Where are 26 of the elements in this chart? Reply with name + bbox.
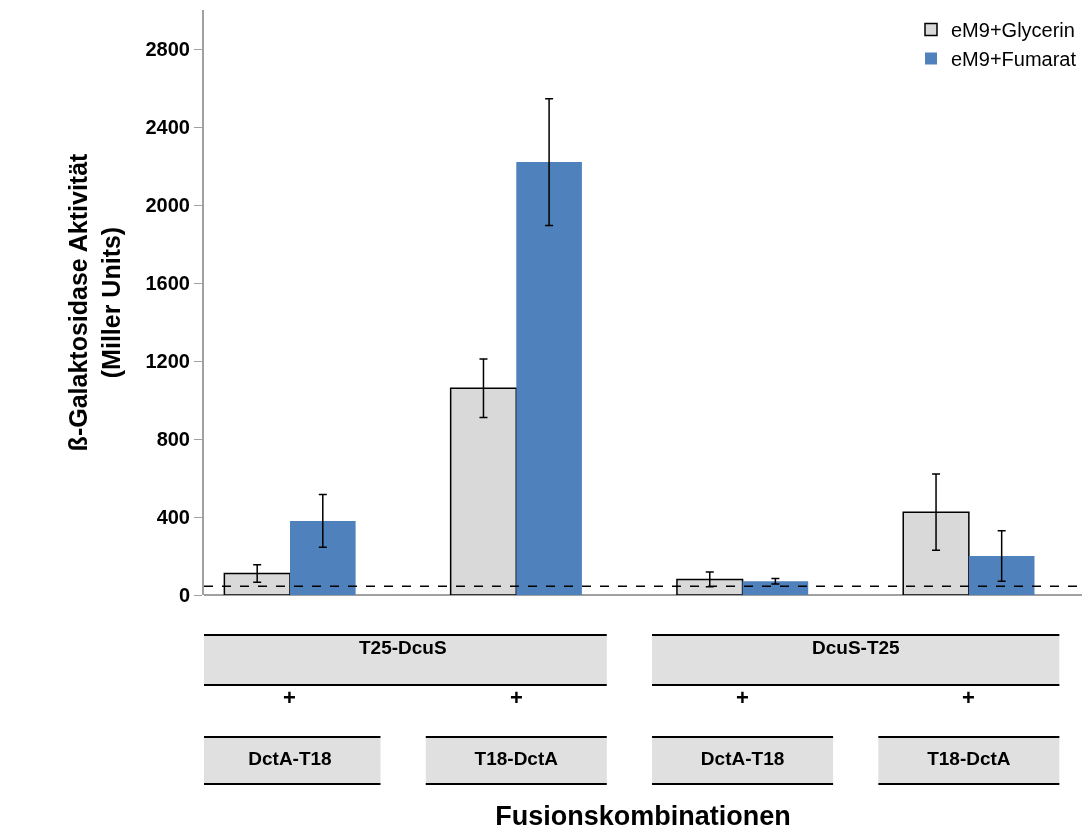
bar [742,581,809,595]
x-tick-label: DctA-T18 [248,748,332,769]
x-axis-title: Fusionskombinationen [495,801,791,832]
y-tick-label: 2400 [145,116,190,138]
text: + [736,685,749,710]
text: + [510,685,523,710]
bar [289,520,356,595]
y-tick-label: 1200 [145,350,190,372]
y-tick-label: 2000 [145,194,190,216]
y-tick-label: 1600 [145,272,190,294]
text: + [962,685,975,710]
y-tick-label: 0 [178,584,190,606]
y-tick-label: 2800 [145,38,190,60]
bar [968,556,1035,595]
bar [516,162,582,595]
legend-label: eM9+Fumarat [951,48,1077,71]
y-tick-label: 400 [156,506,190,528]
legend-label: eM9+Glycerin [951,19,1075,42]
y-tick-label: 800 [156,428,190,450]
text: + [283,685,296,710]
text: DcuS-T25 [812,637,901,658]
x-tick-label: T18-DctA [474,748,559,769]
x-tick-label: T18-DctA [927,748,1011,769]
y-axis-title: ß-Galaktosidase Aktivität (Miller Units) [64,152,125,452]
text: T25-DcuS [359,637,447,658]
x-tick-label: DctA-T18 [700,748,785,769]
